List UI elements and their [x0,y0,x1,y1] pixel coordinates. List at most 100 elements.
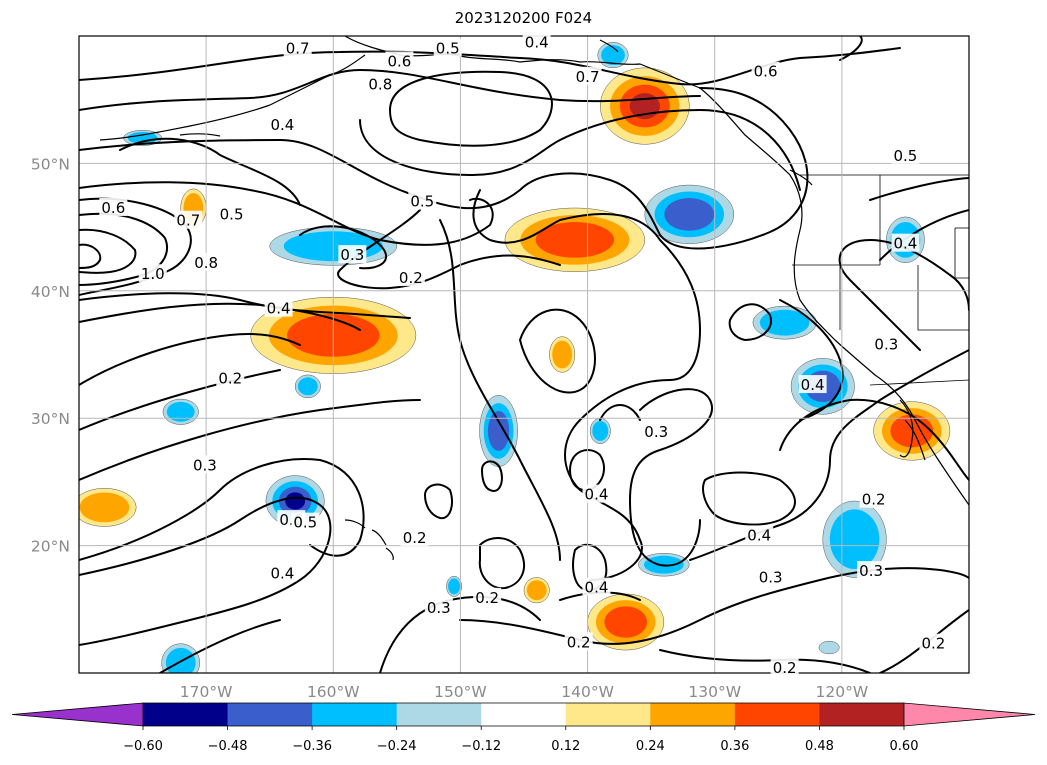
latitude-label: 40°N [31,283,70,301]
contour-label: 0.5 [291,512,320,532]
contour-label: 0.3 [642,422,671,441]
contour-label-text: 0.6 [754,63,778,81]
contour-labels: 0.7 0.5 0.4 0.6 0.7 0.8 0.6 0.4 0.5 0.6 0.7 0.5 0.5 0… [99,32,948,677]
contour-label-text: 0.2 [567,633,591,651]
colorbar-tick-label: 0.60 [890,739,919,754]
map-title: 2023120200 F024 [454,9,593,27]
colorbar-bin [396,703,482,726]
longitude-label: 150°W [434,683,487,701]
contour-label-text: 0.2 [921,635,945,653]
contour-label-text: 0.3 [340,246,364,264]
contour-label: 0.8 [192,252,221,272]
longitude-label: 140°W [561,683,614,701]
contour-label-text: 0.4 [585,486,609,504]
contour-label: 0.5 [408,191,437,211]
contour-lines [79,36,969,673]
contour-label: 0.7 [573,66,602,86]
contour-label: 0.7 [283,38,312,58]
contour-label: 1.0 [138,264,167,283]
contour-label: 0.4 [582,484,611,504]
colorbar-bin [227,703,313,726]
contour-label: 0.4 [745,525,774,544]
contour-label: 0.2 [396,268,425,287]
contour-label-text: 0.7 [576,68,600,86]
contour-label-text: 0.4 [267,300,291,318]
longitude-label: 160°W [307,683,360,701]
shaded-area [818,640,840,655]
colorbar-bin [565,703,651,726]
shaded-area [644,184,735,244]
colorbar-tick-label: 0.24 [636,739,665,754]
shaded-area [587,593,665,651]
contour-label-text: 0.3 [759,568,783,586]
contour-label: 0.2 [400,527,429,547]
colorbar-tick-label: −0.12 [461,739,501,754]
graticule [79,36,969,673]
contour-label-text: 0.5 [436,40,460,58]
colorbar-bin [143,703,229,726]
contour-label: 0.2 [216,368,245,388]
contour-label: 0.5 [891,145,920,165]
contour-label-text: 0.4 [801,376,825,394]
contour-label: 0.3 [756,567,785,586]
shaded-area [162,398,199,425]
shaded-area [294,374,321,399]
political-borders [792,174,969,386]
shaded-area [589,417,611,444]
contour-label: 0.3 [424,598,453,617]
contour-label: 0.3 [190,455,219,474]
contour-label-text: 0.5 [293,514,317,532]
shaded-area [446,575,462,597]
contour-label: 0.2 [770,657,799,677]
contour-label-text: 0.3 [427,599,451,617]
contour-label-text: 0.2 [399,269,423,287]
contour-label-text: 0.7 [176,212,200,230]
contour-label: 0.6 [99,197,128,217]
contour-label-text: 0.8 [368,75,392,93]
contour-label-text: 0.4 [893,235,917,253]
shaded-area [79,488,137,527]
latitude-label: 50°N [31,155,70,173]
contour-label: 0.4 [522,32,551,51]
contour-label-text: 0.2 [862,491,886,509]
contour-label-text: 0.2 [475,589,499,607]
colorbar-tick-label: −0.48 [208,739,248,754]
contour-label: 0.3 [857,561,886,580]
contour-label: 0.2 [859,489,888,509]
contour-label-text: 0.2 [218,370,242,388]
contour-label-text: 1.0 [141,265,165,283]
contour-label-text: 0.2 [403,529,427,547]
contour-label-text: 0.2 [773,659,797,677]
colorbar-tick-label: −0.60 [123,739,163,754]
colorbar-tick-label: −0.36 [292,739,332,754]
colorbar-bin [312,703,398,726]
contour-label-text: 0.3 [193,456,217,474]
shaded-area [161,643,201,673]
colorbar-tick-label: 0.36 [720,739,749,754]
contour-label-text: 0.6 [387,52,411,70]
contour-label: 0.4 [268,563,297,583]
contour-label-text: 0.5 [410,193,434,211]
contour-label: 0.4 [582,577,611,597]
longitude-label: 170°W [180,683,233,701]
contour-label: 0.2 [564,632,593,651]
colorbar-bin [481,703,567,726]
contour-label: 0.5 [217,204,246,223]
latitude-labels: 20°N 30°N 40°N 50°N [31,155,70,555]
latitude-label: 30°N [31,410,70,428]
contour-label-text: 0.4 [747,526,771,544]
contour-label: 0.6 [385,51,414,70]
longitude-labels: 170°W 160°W 150°W 140°W 130°W 120°W [180,683,868,701]
contour-label-text: 0.3 [874,335,898,353]
contour-label: 0.8 [366,74,395,93]
shaded-area [597,42,629,69]
longitude-label: 130°W [688,683,741,701]
colorbar-extend-min [11,702,144,727]
contour-label: 0.4 [268,115,297,134]
shaded-area [873,401,951,461]
contour-label: 0.6 [751,61,780,81]
contour-label: 0.5 [433,38,462,58]
colorbar-tick-label: −0.24 [377,739,417,754]
colorbar-extend-max [903,702,1036,727]
contour-label-text: 0.5 [220,205,244,223]
